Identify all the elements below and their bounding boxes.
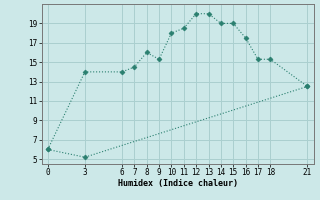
X-axis label: Humidex (Indice chaleur): Humidex (Indice chaleur) [118, 179, 237, 188]
